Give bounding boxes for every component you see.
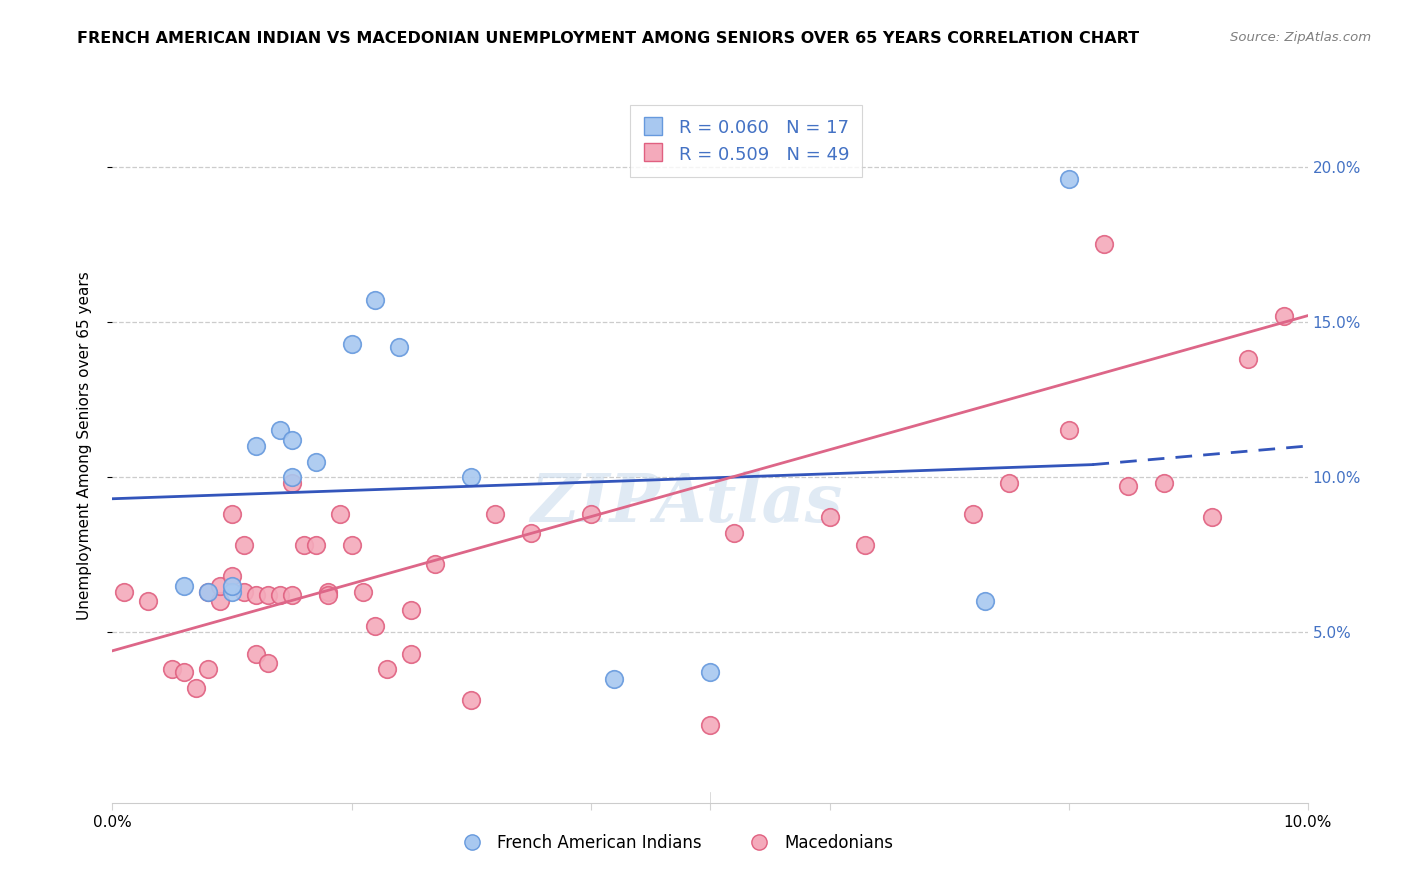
Point <box>1237 352 1260 367</box>
Point <box>245 439 267 453</box>
Point <box>209 579 232 593</box>
Point <box>197 584 219 599</box>
Point <box>281 470 304 484</box>
Point <box>269 424 291 438</box>
Point <box>245 588 267 602</box>
Text: FRENCH AMERICAN INDIAN VS MACEDONIAN UNEMPLOYMENT AMONG SENIORS OVER 65 YEARS CO: FRENCH AMERICAN INDIAN VS MACEDONIAN UNE… <box>77 31 1139 46</box>
Point <box>329 508 352 522</box>
Point <box>292 538 315 552</box>
Point <box>401 603 423 617</box>
Point <box>281 476 304 491</box>
Point <box>305 538 328 552</box>
Point <box>257 656 280 670</box>
Point <box>1272 309 1295 323</box>
Point <box>520 525 543 540</box>
Point <box>1118 479 1140 493</box>
Point <box>221 569 243 583</box>
Point <box>377 662 399 676</box>
Point <box>257 588 280 602</box>
Point <box>460 470 482 484</box>
Y-axis label: Unemployment Among Seniors over 65 years: Unemployment Among Seniors over 65 years <box>77 272 91 620</box>
Point <box>364 619 387 633</box>
Point <box>1153 476 1175 491</box>
Point <box>603 672 626 686</box>
Point <box>1057 172 1080 186</box>
Point <box>340 538 363 552</box>
Point <box>364 293 387 308</box>
Point <box>484 508 506 522</box>
Text: ZIPAtlas: ZIPAtlas <box>530 471 842 535</box>
Point <box>162 662 183 676</box>
Point <box>855 538 877 552</box>
Point <box>173 579 195 593</box>
Point <box>353 584 375 599</box>
Point <box>699 665 721 680</box>
Point <box>209 594 232 608</box>
Point <box>305 454 328 468</box>
Point <box>197 662 219 676</box>
Point <box>316 584 339 599</box>
Point <box>388 340 411 354</box>
Point <box>699 718 721 732</box>
Point <box>316 588 339 602</box>
Point <box>186 681 208 695</box>
Point <box>974 594 997 608</box>
Point <box>221 508 243 522</box>
Point <box>998 476 1021 491</box>
Point <box>233 538 256 552</box>
Point <box>281 433 304 447</box>
Point <box>114 584 135 599</box>
Text: Source: ZipAtlas.com: Source: ZipAtlas.com <box>1230 31 1371 45</box>
Point <box>245 647 267 661</box>
Point <box>221 584 243 599</box>
Point <box>1094 237 1116 252</box>
Point <box>340 336 363 351</box>
Point <box>425 557 447 571</box>
Point <box>1201 510 1223 524</box>
Point <box>173 665 195 680</box>
Point <box>460 693 482 707</box>
Point <box>401 647 423 661</box>
Point <box>269 588 291 602</box>
Point <box>197 584 219 599</box>
Point <box>221 579 243 593</box>
Point <box>818 510 841 524</box>
Point <box>233 584 256 599</box>
Point <box>1057 424 1080 438</box>
Point <box>723 525 745 540</box>
Point <box>138 594 160 608</box>
Point <box>962 508 984 522</box>
Point <box>281 588 304 602</box>
Point <box>579 508 602 522</box>
Legend: French American Indians, Macedonians: French American Indians, Macedonians <box>449 828 900 859</box>
